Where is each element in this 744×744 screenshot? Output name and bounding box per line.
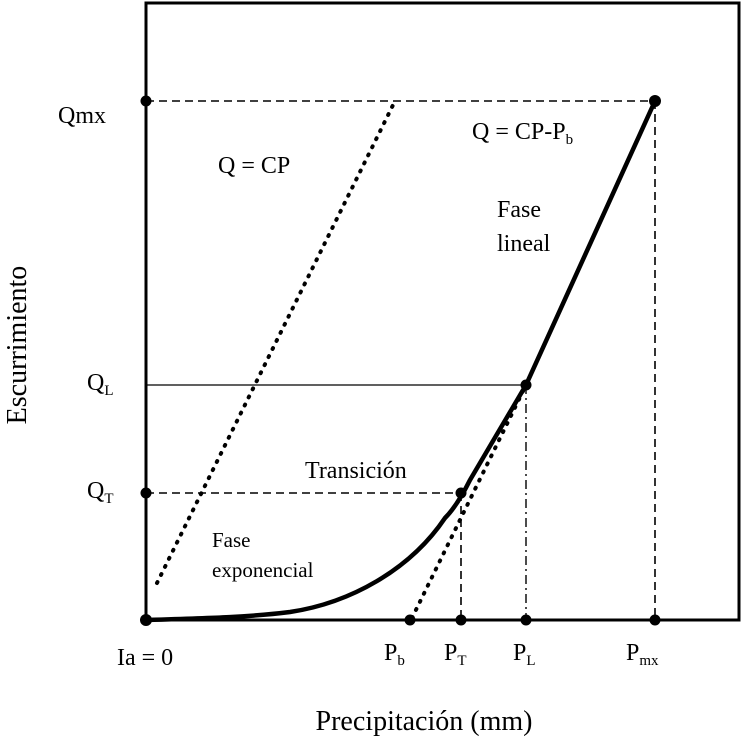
runoff-curve <box>145 100 658 623</box>
y-axis-title: Escurrimiento <box>2 266 33 425</box>
pb-marker <box>404 614 416 626</box>
ia-label: Ia = 0 <box>117 645 173 671</box>
qmx-marker <box>140 95 152 107</box>
pl-label: PL <box>513 640 536 669</box>
transicion-label: Transición <box>305 458 407 484</box>
qt-marker <box>140 487 152 499</box>
fase-exponencial-line2: exponencial <box>212 558 314 582</box>
pl-marker <box>520 614 532 626</box>
equation-q-cp-pb: Q = CP-Pb <box>472 119 573 148</box>
ql-label: QL <box>87 370 114 399</box>
transition-point <box>455 487 467 499</box>
pmx-marker <box>649 614 661 626</box>
q-equals-cp-dotted-line <box>155 99 397 585</box>
pmx-label: Pmx <box>626 640 659 669</box>
x-axis-title: Precipitación (mm) <box>316 706 533 737</box>
pb-label: Pb <box>384 640 405 669</box>
pmx-qmx-point <box>649 95 661 107</box>
pt-marker <box>455 614 467 626</box>
q-equals-cp-minus-pb-dotted-line <box>410 383 528 620</box>
equation-q-cp: Q = CP <box>218 153 290 179</box>
origin-marker <box>140 614 152 626</box>
fase-lineal-line2: lineal <box>497 231 551 257</box>
qmx-label: Qmx <box>58 103 106 129</box>
fase-lineal-line1: Fase <box>497 197 541 223</box>
plot-frame <box>144 1 741 622</box>
qt-label: QT <box>87 478 114 507</box>
pt-label: PT <box>444 640 467 669</box>
linear-start-point <box>520 379 532 391</box>
fase-exponencial-line1: Fase <box>212 528 251 552</box>
